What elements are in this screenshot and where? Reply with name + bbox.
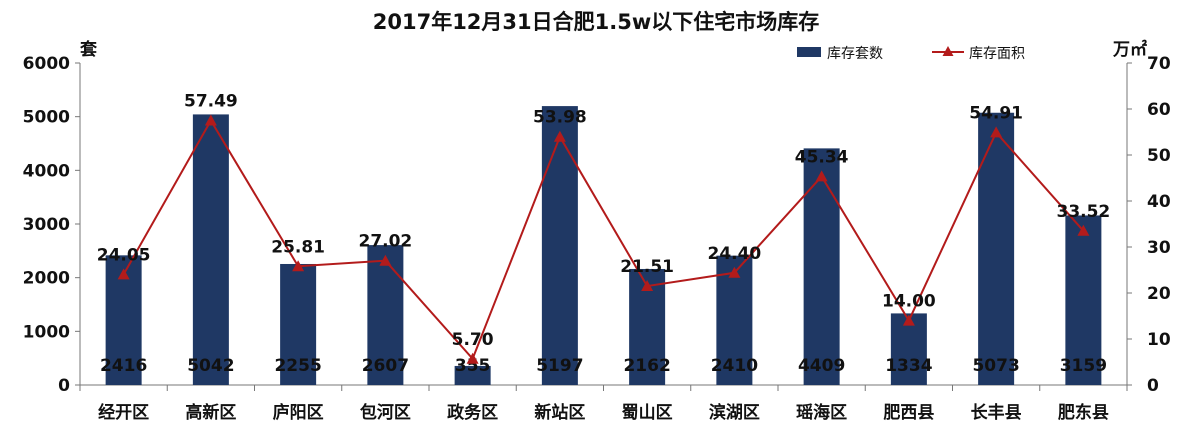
line-point-marker	[1077, 224, 1090, 236]
bar-value-label: 5073	[972, 356, 1019, 376]
left-tick-label: 5000	[23, 108, 70, 128]
line-point-marker	[641, 280, 654, 292]
line-point-marker	[728, 266, 741, 278]
right-tick-label: 20	[1147, 284, 1171, 304]
legend-line-marker	[942, 46, 954, 56]
left-tick-label: 6000	[23, 54, 70, 74]
left-tick-label: 2000	[23, 269, 70, 289]
legend-bar-label: 库存套数	[827, 46, 883, 62]
line-series-path	[122, 118, 1085, 361]
line-value-label: 53.98	[533, 108, 587, 128]
chart-title: 2017年12月31日合肥1.5w以下住宅市场库存	[373, 10, 820, 34]
x-tick-label: 肥西县	[883, 403, 934, 423]
right-tick-label: 30	[1147, 238, 1171, 258]
bar-value-label: 1334	[885, 356, 932, 376]
line-point-marker	[990, 126, 1003, 138]
bar	[803, 148, 840, 385]
line-point-marker	[204, 114, 217, 126]
line-point-marker	[292, 260, 305, 272]
line-point-marker	[553, 130, 566, 142]
x-tick-label: 经开区	[98, 402, 149, 423]
bar-value-label: 2416	[100, 356, 147, 376]
x-tick-label: 肥东县	[1058, 402, 1109, 423]
x-tick-label: 庐阳区	[273, 402, 324, 423]
bar-value-label: 2255	[274, 356, 321, 376]
plot-area: 0 1000 2000 3000 4000 5000 6000 0 10 20 30 40 50 60 70…	[23, 54, 1171, 423]
right-tick-label: 40	[1147, 192, 1171, 212]
line-point-marker	[117, 268, 130, 280]
line-value-label: 24.05	[97, 245, 151, 265]
x-tick-label: 包河区	[360, 402, 411, 423]
left-tick-label: 0	[58, 376, 70, 396]
x-tick-label: 长丰县	[971, 402, 1022, 423]
right-tick-label: 0	[1147, 376, 1159, 396]
x-tick-label: 滨湖区	[709, 402, 760, 423]
bar-value-label: 5197	[536, 356, 583, 376]
bar-value-label: 4409	[798, 356, 845, 376]
x-tick-label: 蜀山区	[622, 403, 673, 423]
bar	[367, 245, 404, 385]
bar-value-label: 5042	[187, 356, 234, 376]
x-tick-label: 政务区	[447, 402, 498, 423]
line-value-label: 25.81	[271, 237, 325, 257]
bar-value-label: 355	[455, 356, 491, 376]
line-point-marker	[379, 254, 392, 266]
right-tick-label: 10	[1147, 330, 1171, 350]
bar	[541, 106, 578, 385]
legend-bar-swatch	[797, 47, 821, 57]
right-axis-unit: 万㎡	[1112, 39, 1147, 60]
bar-value-label: 2607	[362, 356, 409, 376]
line-value-label: 33.52	[1056, 202, 1110, 222]
bar	[1065, 215, 1102, 385]
bar	[454, 365, 491, 385]
bar	[192, 114, 229, 386]
right-tick-label: 50	[1147, 146, 1171, 166]
line-value-label: 57.49	[184, 92, 238, 112]
line-point-marker	[902, 314, 915, 326]
x-tick-label: 瑶海区	[796, 402, 847, 423]
line-value-label: 45.34	[795, 147, 849, 167]
x-tick-label: 高新区	[185, 402, 236, 423]
line-value-label: 14.00	[882, 292, 936, 312]
line-point-marker	[466, 352, 479, 364]
left-tick-label: 1000	[23, 322, 70, 342]
right-tick-label: 70	[1147, 54, 1171, 74]
bar-value-label: 3159	[1060, 356, 1107, 376]
legend: 库存套数 库存面积	[797, 46, 1025, 62]
x-tick-label: 新站区	[534, 402, 585, 423]
bar-value-label: 2162	[623, 356, 670, 376]
right-tick-label: 60	[1147, 100, 1171, 120]
bar	[280, 263, 317, 385]
left-tick-label: 4000	[23, 161, 70, 181]
bar	[978, 112, 1015, 386]
line-value-label: 24.40	[707, 244, 761, 264]
line-value-label: 54.91	[969, 103, 1023, 123]
line-value-label: 27.02	[358, 232, 412, 252]
line-point-marker	[815, 170, 828, 182]
left-tick-label: 3000	[23, 215, 70, 235]
left-axis-unit: 套	[79, 39, 98, 60]
line-value-label: 21.51	[620, 257, 674, 277]
line-value-label: 5.70	[452, 330, 494, 350]
bar-value-label: 2410	[711, 356, 758, 376]
legend-line-label: 库存面积	[969, 46, 1025, 62]
